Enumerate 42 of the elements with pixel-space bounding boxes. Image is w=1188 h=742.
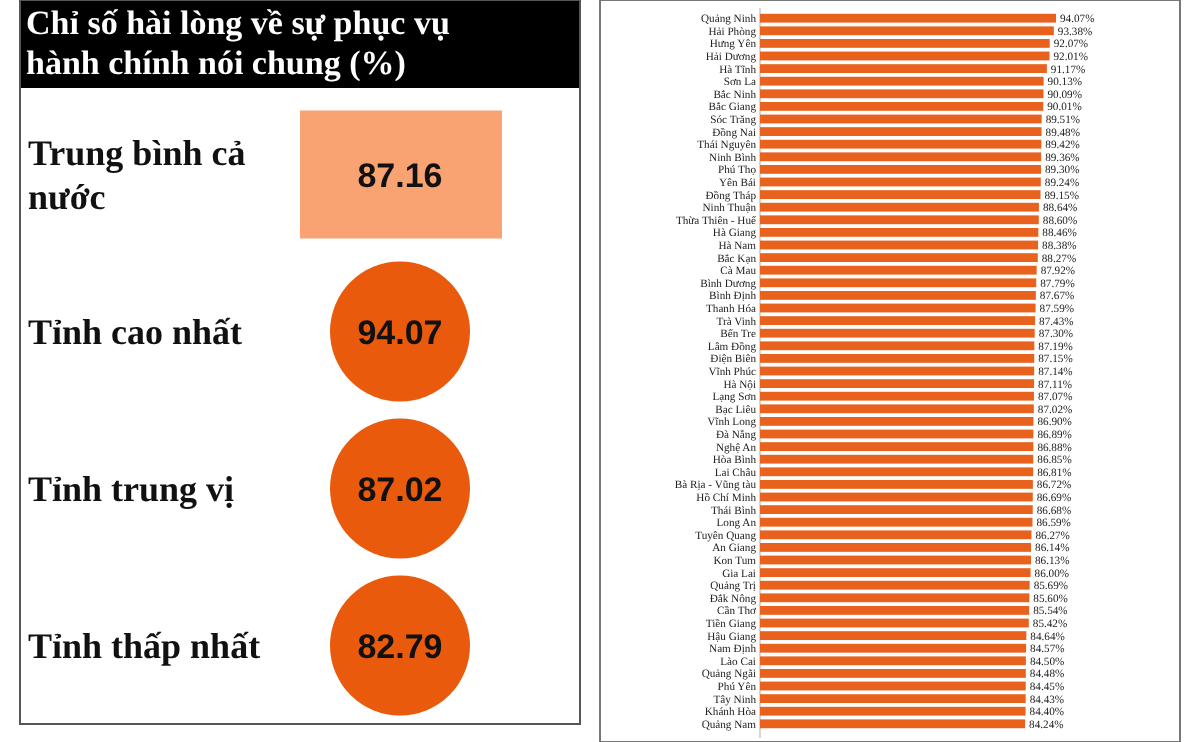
- bar: [760, 190, 1041, 200]
- data-label: 87.02: [357, 470, 443, 509]
- bar: [760, 38, 1050, 48]
- bar: [760, 479, 1033, 489]
- bar: [760, 555, 1032, 565]
- bar: [760, 227, 1039, 237]
- bar: [760, 366, 1035, 376]
- bar: [760, 253, 1038, 263]
- text: Chỉ số hài lòng về sự phục vụ hành chính nói chung (%): [26, 4, 450, 82]
- bar: [760, 101, 1044, 111]
- data-label: 87.16: [357, 156, 443, 195]
- bar: [760, 505, 1033, 515]
- bar: [760, 618, 1029, 628]
- bar: [760, 127, 1042, 136]
- data-label: 82.79: [357, 627, 443, 666]
- bar: [760, 568, 1031, 578]
- bar: [760, 694, 1026, 704]
- bar: [760, 290, 1036, 300]
- bar: [760, 164, 1041, 174]
- bar: [760, 51, 1050, 61]
- bar: [760, 64, 1047, 73]
- bar: [760, 492, 1033, 502]
- bar: [760, 606, 1030, 615]
- bar: [760, 303, 1036, 313]
- bar: [760, 669, 1026, 678]
- category-label: Tỉnh cao nhất: [28, 311, 243, 352]
- bar: [760, 416, 1034, 426]
- data-label: 94.07: [357, 313, 443, 352]
- bar: [760, 240, 1039, 250]
- bar: [760, 316, 1036, 326]
- bar: [760, 429, 1034, 439]
- bar: [760, 681, 1026, 691]
- category-label: Tỉnh trung vị: [28, 468, 235, 509]
- bar: [760, 379, 1035, 389]
- bar: [760, 442, 1034, 452]
- bar: [760, 353, 1035, 363]
- bar: [760, 631, 1027, 641]
- bar: [760, 114, 1042, 124]
- bar: [760, 177, 1041, 187]
- category-label: Trung bình cả nước: [28, 132, 246, 217]
- category-label: Tỉnh thấp nhất: [28, 625, 261, 666]
- bar: [760, 542, 1032, 552]
